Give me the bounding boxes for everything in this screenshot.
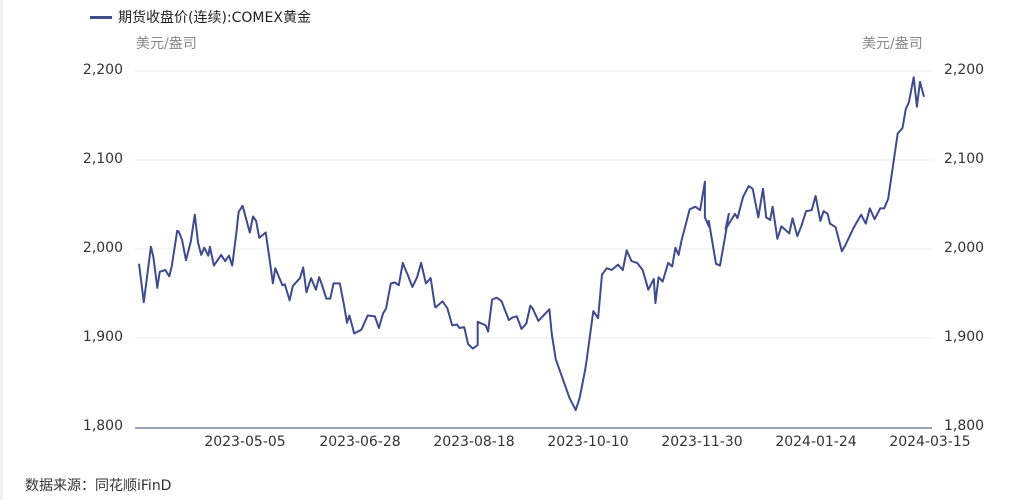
y-tick-right-2200: 2,200 xyxy=(944,62,985,78)
x-tick-label: 2023-05-05 xyxy=(204,434,286,450)
x-tick-label: 2024-03-15 xyxy=(889,434,971,450)
y-tick-left-2000: 2,000 xyxy=(82,240,123,256)
left-edge-divider xyxy=(0,0,3,500)
y-tick-right-1900: 1,900 xyxy=(944,329,985,345)
y-tick-left-2100: 2,100 xyxy=(82,151,123,167)
legend-label: 期货收盘价(连续):COMEX黄金 xyxy=(118,10,311,26)
legend-line-swatch xyxy=(90,15,112,19)
x-tick-label: 2023-06-28 xyxy=(319,434,401,450)
y-tick-left-1800: 1,800 xyxy=(82,418,123,434)
y-tick-right-1800: 1,800 xyxy=(944,418,985,434)
x-tick-label: 2023-08-18 xyxy=(433,434,515,450)
y-tick-left-1900: 1,900 xyxy=(82,329,123,345)
y-tick-right-2100: 2,100 xyxy=(944,151,985,167)
x-tick-label: 2024-01-24 xyxy=(775,434,857,450)
chart-legend: 期货收盘价(连续):COMEX黄金 xyxy=(90,7,311,27)
data-source-note: 数据来源：同花顺iFinD xyxy=(25,478,172,494)
x-tick-label: 2023-11-30 xyxy=(661,434,743,450)
y-tick-right-2000: 2,000 xyxy=(944,240,985,256)
y-tick-left-2200: 2,200 xyxy=(82,62,123,78)
x-tick-label: 2023-10-10 xyxy=(547,434,629,450)
right-axis-unit: 美元/盎司 xyxy=(862,36,923,52)
series-line-comex-gold xyxy=(138,76,925,412)
left-axis-unit: 美元/盎司 xyxy=(136,36,197,52)
